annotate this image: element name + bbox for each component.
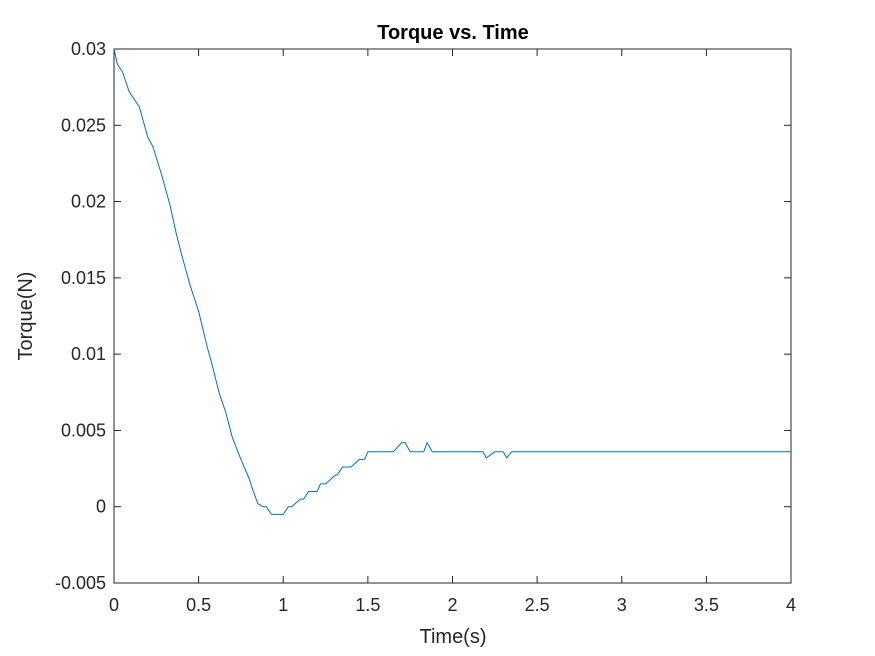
y-tick-label: 0.01 [71,344,106,364]
x-axis-label: Time(s) [419,626,486,648]
y-tick-label: 0.02 [71,192,106,212]
y-tick-label: 0.025 [61,115,106,135]
series-layer [113,48,791,515]
y-tick-label: 0.015 [61,268,106,288]
y-tick-label: 0.005 [61,420,106,440]
y-tick-label: 0 [96,497,106,517]
x-tick-label: 0.5 [186,595,211,615]
x-tick-label: 4 [786,595,796,615]
chart-title: Torque vs. Time [377,22,529,44]
plot-area [113,48,792,584]
x-tick-label: 1 [278,595,288,615]
x-tick-label: 3.5 [694,595,719,615]
y-tick-label: 0.03 [71,39,106,59]
x-tick-label: 2.5 [525,595,550,615]
x-tick-label: 3 [617,595,627,615]
ticks-layer: 0 0.5 1 1.5 2 2.5 3 3.5 4-0.00500.0050.010.0150.… [55,39,796,615]
series-line-0 [113,48,791,515]
y-tick-label: -0.005 [55,573,106,593]
x-tick-label: 0 [109,595,119,615]
x-tick-label: 2 [447,595,457,615]
x-tick-label: 1.5 [355,595,380,615]
y-axis-label: Torque(N) [15,272,37,361]
